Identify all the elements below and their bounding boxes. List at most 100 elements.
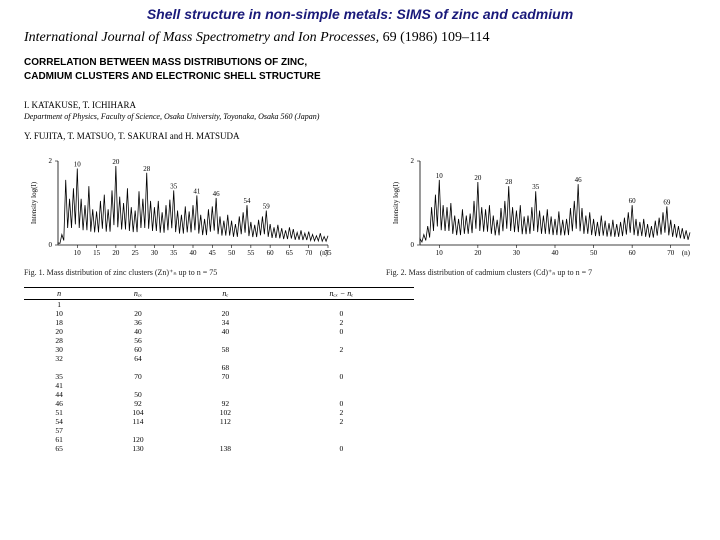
table-cell: 56 [94, 336, 181, 345]
table-cell [182, 426, 269, 435]
paper-title-line1: CORRELATION BETWEEN MASS DISTRIBUTIONS O… [24, 56, 696, 70]
svg-text:55: 55 [247, 249, 255, 257]
figure-1: 021015202530354045505560657075Intensity … [24, 153, 334, 277]
table-row: 4692920 [24, 399, 414, 408]
table-cell: 0 [269, 327, 414, 336]
svg-text:20: 20 [112, 249, 120, 257]
svg-text:60: 60 [629, 197, 637, 205]
table-cell: 51 [24, 408, 94, 417]
svg-text:30: 30 [151, 249, 159, 257]
table-row: 3264 [24, 354, 414, 363]
svg-text:59: 59 [263, 203, 271, 211]
table-cell: 10 [24, 309, 94, 318]
journal-volpages: 69 (1986) 109–114 [383, 30, 490, 45]
table-row: 2040400 [24, 327, 414, 336]
svg-text:46: 46 [575, 176, 583, 184]
table-row: 3060582 [24, 345, 414, 354]
table-cell: 36 [94, 318, 181, 327]
table-cell [269, 390, 414, 399]
table-cell: 0 [269, 444, 414, 453]
table-cell: 104 [94, 408, 181, 417]
table-cell: 61 [24, 435, 94, 444]
figure-1-plot: 021015202530354045505560657075Intensity … [24, 153, 334, 263]
table-cell: 130 [94, 444, 181, 453]
table-cell: 2 [269, 318, 414, 327]
svg-text:70: 70 [667, 249, 675, 257]
table-cell: 60 [94, 345, 181, 354]
table-cell [182, 390, 269, 399]
svg-text:60: 60 [267, 249, 275, 257]
svg-text:(n): (n) [320, 249, 329, 257]
table-cell [269, 354, 414, 363]
table-header: nₑ [182, 288, 269, 300]
svg-text:28: 28 [505, 178, 513, 186]
svg-text:10: 10 [436, 172, 444, 180]
figure-2-plot: 0210203040506070Intensity log(I)(n)10202… [386, 153, 696, 263]
table-row: 41 [24, 381, 414, 390]
table-cell: 58 [182, 345, 269, 354]
table-cell [94, 300, 181, 310]
table-cell [94, 426, 181, 435]
table-header: nₑₓ [94, 288, 181, 300]
table-cell: 2 [269, 417, 414, 426]
table-cell: 0 [269, 372, 414, 381]
table-cell: 92 [182, 399, 269, 408]
svg-text:10: 10 [74, 249, 82, 257]
svg-text:46: 46 [213, 190, 221, 198]
svg-text:41: 41 [193, 187, 201, 195]
table-cell: 70 [94, 372, 181, 381]
table-cell: 68 [182, 363, 269, 372]
table-cell: 112 [182, 417, 269, 426]
table-cell: 44 [24, 390, 94, 399]
table-cell: 2 [269, 408, 414, 417]
svg-text:20: 20 [474, 249, 482, 257]
table-cell: 114 [94, 417, 181, 426]
svg-text:45: 45 [209, 249, 217, 257]
table-row: 1 [24, 300, 414, 310]
authors-group-2: Y. FUJITA, T. MATSUO, T. SAKURAI and H. … [24, 131, 696, 141]
table-cell [182, 381, 269, 390]
svg-text:20: 20 [474, 174, 482, 182]
table-cell: 0 [269, 309, 414, 318]
svg-text:(n): (n) [682, 249, 691, 257]
table-cell: 1 [24, 300, 94, 310]
svg-text:28: 28 [143, 165, 151, 173]
figure-2: 0210203040506070Intensity log(I)(n)10202… [386, 153, 696, 277]
table-cell: 40 [182, 327, 269, 336]
table-cell [182, 300, 269, 310]
svg-text:0: 0 [49, 241, 53, 249]
svg-text:30: 30 [513, 249, 521, 257]
svg-text:10: 10 [436, 249, 444, 257]
svg-text:2: 2 [49, 157, 53, 165]
table-cell: 30 [24, 345, 94, 354]
svg-text:35: 35 [170, 249, 178, 257]
table-cell [182, 354, 269, 363]
table-cell: 40 [94, 327, 181, 336]
authors-block: I. KATAKUSE, T. ICHIHARA Department of P… [0, 100, 720, 141]
svg-text:40: 40 [190, 249, 198, 257]
table-cell: 35 [24, 372, 94, 381]
table-cell: 20 [182, 309, 269, 318]
table-cell: 34 [182, 318, 269, 327]
svg-text:40: 40 [552, 249, 560, 257]
table-cell: 70 [182, 372, 269, 381]
table-cell [269, 336, 414, 345]
svg-text:54: 54 [244, 197, 252, 205]
table-row: 511041022 [24, 408, 414, 417]
table-cell: 32 [24, 354, 94, 363]
table-cell [269, 381, 414, 390]
svg-text:50: 50 [228, 249, 236, 257]
table-row: 541141122 [24, 417, 414, 426]
figure-1-caption: Fig. 1. Mass distribution of zinc cluste… [24, 268, 334, 277]
journal-name: International Journal of Mass Spectromet… [24, 30, 379, 45]
table-cell [94, 363, 181, 372]
table-row: 4450 [24, 390, 414, 399]
svg-text:35: 35 [532, 183, 540, 191]
table-cell: 50 [94, 390, 181, 399]
table-cell [269, 435, 414, 444]
slide-title: Shell structure in non-simple metals: SI… [0, 0, 720, 30]
table-cell: 28 [24, 336, 94, 345]
table-cell: 20 [94, 309, 181, 318]
table-block: nnₑₓnₑnₑₓ − nₑ 1102020018363422040400285… [0, 281, 720, 453]
table-cell: 102 [182, 408, 269, 417]
